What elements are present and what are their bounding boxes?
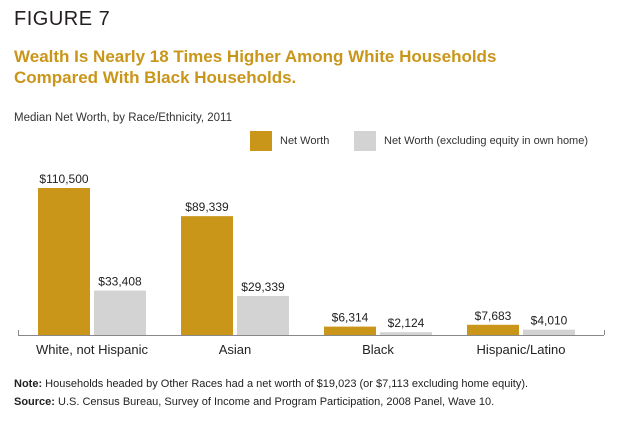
data-label-white-not-hispanic-excl-home: $33,408: [98, 275, 142, 289]
bar-black-excl-home: [380, 332, 432, 335]
data-label-asian-excl-home: $29,339: [241, 280, 285, 294]
note-text: Households headed by Other Races had a n…: [45, 378, 529, 390]
data-label-hispanic-latino-excl-home: $4,010: [531, 314, 568, 328]
data-label-hispanic-latino-net-worth: $7,683: [475, 309, 512, 323]
legend-label-excl-home: Net Worth (excluding equity in own home): [384, 135, 589, 147]
bar-white-not-hispanic-excl-home: [94, 290, 146, 335]
legend-label-net-worth: Net Worth: [280, 135, 330, 147]
bar-asian-net-worth: [181, 216, 233, 335]
legend-item-net-worth: Net Worth: [250, 131, 329, 151]
data-label-black-net-worth: $6,314: [332, 311, 369, 325]
chart-title-line-1: Wealth Is Nearly 18 Times Higher Among W…: [14, 47, 497, 66]
bar-white-not-hispanic-net-worth: [38, 188, 90, 335]
source-text: U.S. Census Bureau, Survey of Income and…: [58, 396, 495, 408]
chart-title: Wealth Is Nearly 18 Times Higher Among W…: [14, 46, 604, 88]
chart-notes: Note: Households headed by Other Races h…: [14, 375, 528, 411]
source-label: Source:: [14, 396, 55, 408]
note-line: Note: Households headed by Other Races h…: [14, 375, 528, 393]
category-label-white-not-hispanic: White, not Hispanic: [36, 342, 148, 357]
category-label-black: Black: [362, 342, 394, 357]
data-label-black-excl-home: $2,124: [388, 316, 425, 330]
note-label: Note:: [14, 378, 43, 390]
bar-hispanic-latino-net-worth: [467, 324, 519, 335]
figure-label: FIGURE 7: [14, 8, 111, 30]
data-label-asian-net-worth: $89,339: [185, 200, 229, 214]
source-line: Source: U.S. Census Bureau, Survey of In…: [14, 393, 528, 411]
category-label-asian: Asian: [219, 342, 252, 357]
legend-swatch-excl-home: [354, 131, 376, 151]
data-label-white-not-hispanic-net-worth: $110,500: [39, 172, 88, 186]
chart-title-line-2: Compared With Black Households.: [14, 68, 297, 87]
bar-chart: $110,500 $33,408 White, not Hispanic $89,33…: [18, 172, 605, 357]
chart-subtitle: Median Net Worth, by Race/Ethnicity, 201…: [14, 112, 232, 124]
bar-hispanic-latino-excl-home: [523, 329, 575, 335]
bar-asian-excl-home: [237, 295, 289, 335]
legend-swatch-net-worth: [250, 131, 272, 151]
legend-item-excl-home: Net Worth (excluding equity in own home): [354, 131, 588, 151]
category-label-hispanic-latino: Hispanic/Latino: [477, 342, 566, 357]
bar-black-net-worth: [324, 326, 376, 335]
